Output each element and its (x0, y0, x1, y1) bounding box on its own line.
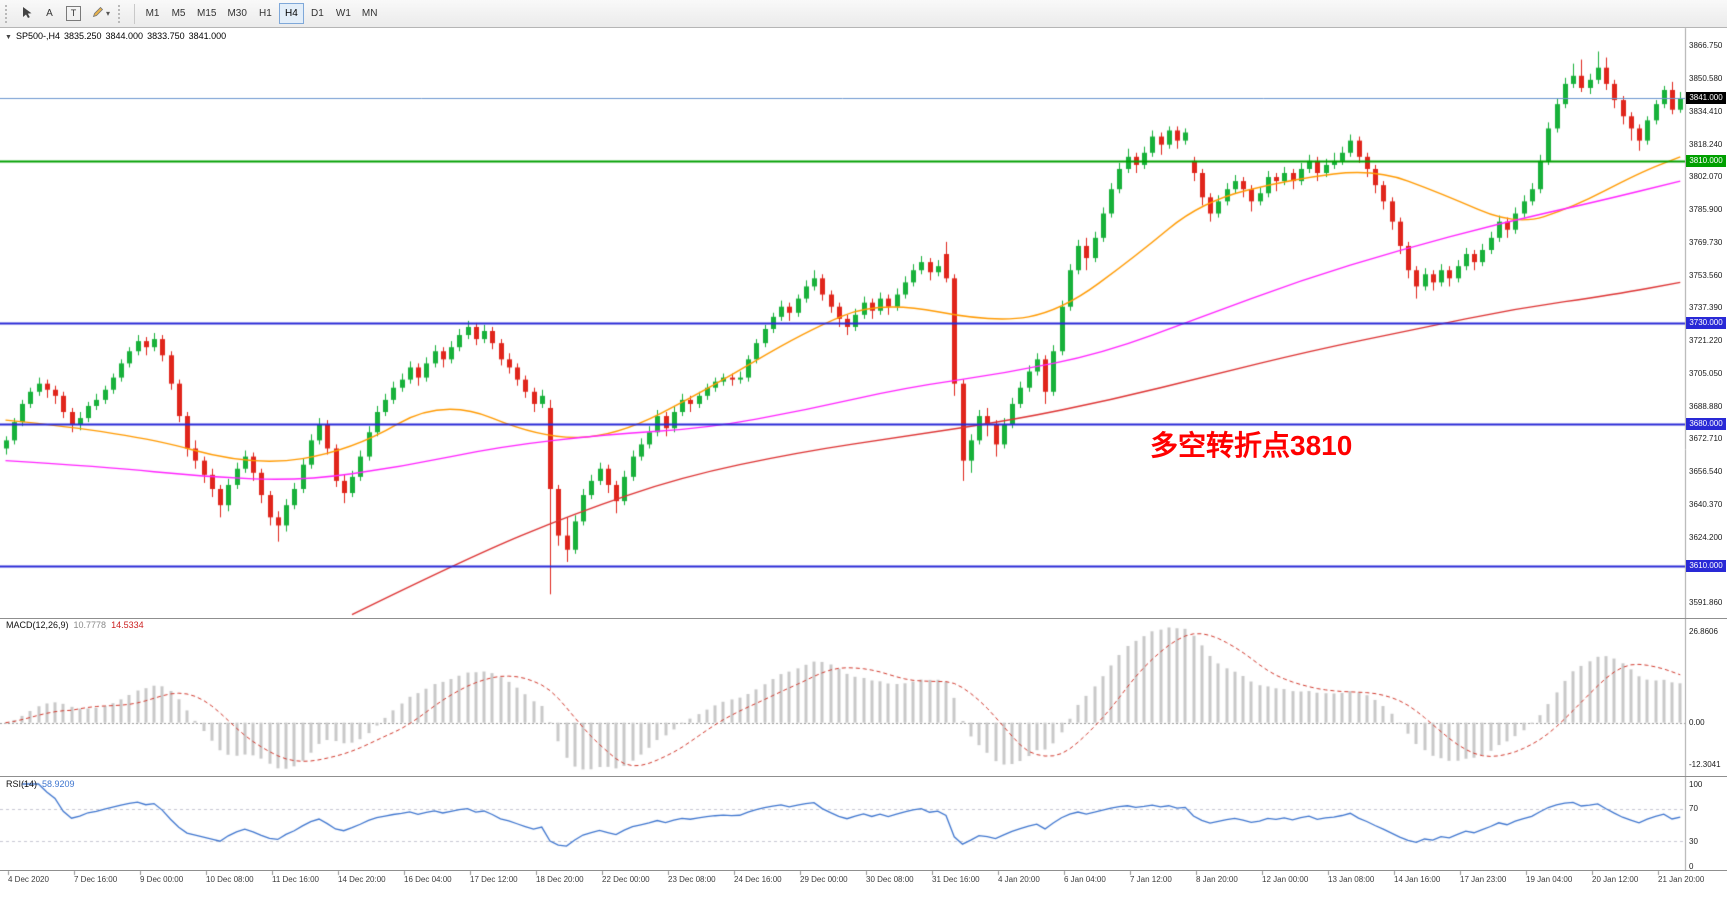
pencil-icon (92, 6, 104, 21)
timeframe-button-m5[interactable]: M5 (166, 3, 191, 24)
ohlc-open: 3835.250 (63, 31, 102, 41)
panel-resize-handle-macd[interactable] (0, 618, 1727, 619)
timeframe-button-d1[interactable]: D1 (305, 3, 330, 24)
cursor-icon (22, 6, 33, 22)
chart-symbol-header: ▼ SP500-,H4 3835.250 3844.000 3833.750 3841.0… (5, 31, 230, 41)
timeframe-button-m30[interactable]: M30 (222, 3, 251, 24)
ohlc-high: 3844.000 (105, 31, 144, 41)
text-tool-label: A (46, 8, 53, 19)
timeframe-button-w1[interactable]: W1 (331, 3, 356, 24)
symbol-period-label: SP500-,H4 (15, 31, 60, 41)
panel-resize-handle-rsi[interactable] (0, 776, 1727, 777)
toolbar-separator (134, 3, 136, 24)
timeframe-button-h4[interactable]: H4 (278, 3, 304, 24)
macd-value-signal: 14.5334 (111, 620, 144, 630)
label-tool-icon: T (66, 6, 81, 21)
chart-collapse-icon[interactable]: ▼ (5, 34, 12, 41)
ohlc-low: 3833.750 (147, 31, 185, 41)
timeframe-button-m15[interactable]: M15 (192, 3, 221, 24)
text-tool-button[interactable]: A (39, 3, 60, 24)
timeframe-group: M1 M5 M15 M30 H1 H4 D1 W1 MN (140, 3, 382, 24)
rsi-indicator-name: RSI(14) (6, 779, 38, 789)
ohlc-close: 3841.000 (188, 31, 227, 41)
time-axis-border (0, 870, 1727, 871)
rsi-panel-label: RSI(14) 58.9209 (6, 779, 80, 789)
toolbar-gripper[interactable] (5, 4, 12, 23)
timeframe-button-h1[interactable]: H1 (253, 3, 278, 24)
timeframe-button-mn[interactable]: MN (357, 3, 383, 24)
cursor-tool-button[interactable] (17, 3, 38, 24)
timeframe-button-m1[interactable]: M1 (140, 3, 165, 24)
rsi-value: 58.9209 (42, 779, 75, 789)
macd-value-main: 10.7778 (73, 620, 107, 630)
draw-tool-button[interactable]: ▾ (87, 3, 115, 24)
label-tool-button[interactable]: T (61, 3, 86, 24)
macd-panel-label: MACD(12,26,9) 10.7778 14.5334 (6, 620, 149, 630)
macd-indicator-name: MACD(12,26,9) (6, 620, 69, 630)
toolbar-gripper-2[interactable] (118, 4, 125, 23)
chart-text-annotation[interactable]: 多空转折点3810 (1150, 430, 1353, 461)
toolbar: A T ▾ M1 M5 M15 M30 H1 H4 D1 W1 MN (0, 0, 1727, 28)
chevron-down-icon: ▾ (106, 9, 111, 18)
